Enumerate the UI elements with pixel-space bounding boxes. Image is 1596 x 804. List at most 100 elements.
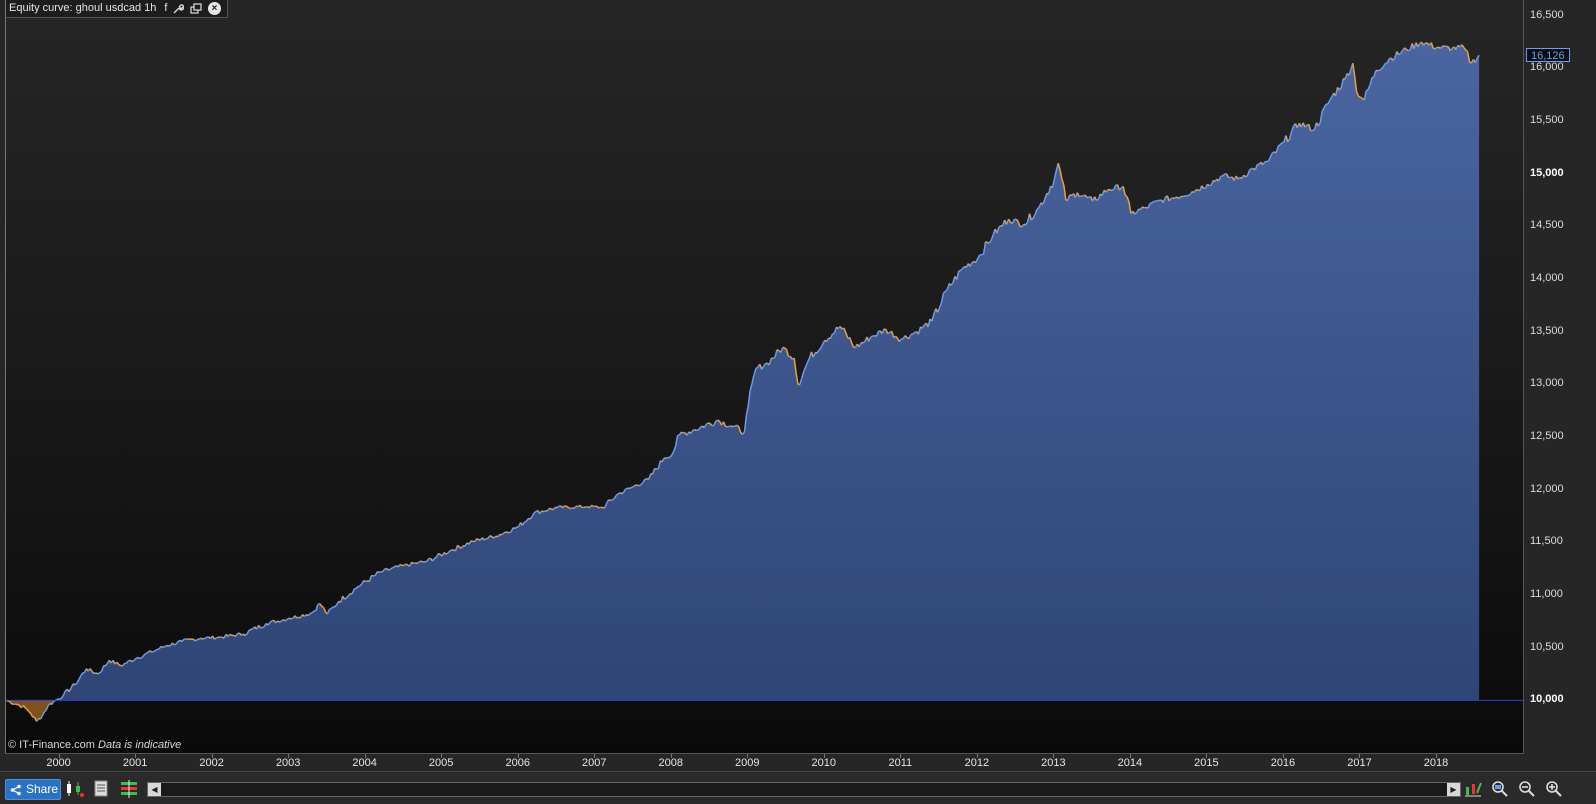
equity-line-segment bbox=[839, 326, 843, 330]
auto-scale-icon[interactable] bbox=[1463, 779, 1483, 799]
equity-line-segment bbox=[397, 563, 401, 568]
equity-line-segment bbox=[1151, 200, 1155, 204]
equity-line-segment bbox=[1061, 179, 1065, 186]
restore-window-icon[interactable] bbox=[189, 2, 203, 16]
scroll-left-arrow-icon[interactable]: ◀ bbox=[148, 783, 161, 796]
equity-line-segment bbox=[1097, 193, 1102, 200]
equity-line-segment bbox=[24, 707, 28, 710]
time-axis[interactable]: 2000 2001 2002 2003 2004 2005 2006 2007 2008 2009… bbox=[5, 753, 1524, 771]
equity-line-segment bbox=[818, 347, 822, 351]
zoom-in-icon[interactable] bbox=[1544, 779, 1564, 799]
equity-line-segment bbox=[1317, 122, 1321, 127]
equity-line-segment bbox=[1272, 151, 1275, 154]
equity-line-segment bbox=[367, 580, 370, 583]
equity-line-segment bbox=[1188, 193, 1191, 197]
equity-line-segment bbox=[629, 486, 632, 489]
equity-chart bbox=[6, 41, 1525, 722]
equity-line-segment bbox=[1147, 203, 1151, 209]
time-scrollbar[interactable]: ◀ ▶ bbox=[147, 782, 1461, 797]
scroll-right-arrow-icon[interactable]: ▶ bbox=[1447, 783, 1460, 796]
x-tick-label: 2018 bbox=[1423, 757, 1449, 769]
equity-line-segment bbox=[631, 485, 634, 489]
equity-line-segment bbox=[164, 644, 168, 648]
equity-line-segment bbox=[1124, 194, 1128, 198]
equity-line-segment bbox=[32, 716, 35, 719]
y-tick-label: 14,500 bbox=[1530, 219, 1564, 232]
chart-pane[interactable]: Equity curve: ghoul usdcad 1h f × © IT-F… bbox=[5, 0, 1525, 753]
equity-line-segment bbox=[650, 472, 653, 476]
equity-line-segment bbox=[143, 652, 147, 656]
equity-line-segment bbox=[1285, 135, 1289, 143]
equity-line-segment bbox=[1122, 186, 1126, 196]
equity-line-segment bbox=[648, 473, 652, 480]
equity-line-segment bbox=[531, 512, 535, 518]
equity-line-segment bbox=[772, 356, 776, 360]
disclaimer-text: Data is indicative bbox=[98, 739, 182, 751]
equity-line-segment bbox=[737, 426, 742, 433]
equity-line-segment bbox=[438, 552, 441, 556]
equity-line-segment bbox=[539, 510, 543, 515]
equity-line-segment bbox=[568, 506, 571, 510]
x-tick-mark bbox=[1206, 754, 1208, 758]
y-tick-label: 12,500 bbox=[1530, 430, 1564, 443]
price-axis[interactable]: 10,000 10,500 11,000 11,500 12,000 12,500 13,0… bbox=[1524, 0, 1596, 753]
x-tick-label: 2001 bbox=[122, 757, 148, 769]
equity-line-segment bbox=[1358, 95, 1361, 98]
equity-line-segment bbox=[961, 266, 966, 270]
equity-line-segment bbox=[257, 624, 261, 629]
x-tick-mark bbox=[441, 754, 443, 758]
equity-line-segment bbox=[832, 332, 835, 335]
y-tick-label: 15,500 bbox=[1530, 114, 1564, 127]
y-tick-label: 16,500 bbox=[1530, 8, 1564, 21]
equity-line-segment bbox=[835, 326, 839, 330]
equity-line-segment bbox=[125, 660, 130, 664]
equity-line-segment bbox=[267, 621, 271, 626]
equity-line-segment bbox=[122, 662, 126, 667]
equity-line-segment bbox=[585, 505, 588, 509]
equity-line-segment bbox=[1096, 198, 1099, 202]
y-tick-label: 15,000 bbox=[1530, 166, 1564, 179]
equity-line-segment bbox=[1059, 169, 1063, 180]
equity-line-segment bbox=[435, 553, 440, 558]
share-button[interactable]: Share bbox=[5, 779, 61, 800]
equity-line-segment bbox=[1222, 173, 1226, 177]
equity-line-segment bbox=[552, 506, 556, 511]
equity-line-segment bbox=[1399, 50, 1404, 54]
indicators-icon[interactable] bbox=[119, 779, 139, 799]
zoom-area-icon[interactable] bbox=[1490, 779, 1510, 799]
properties-icon[interactable] bbox=[92, 779, 112, 799]
equity-line-segment bbox=[487, 535, 491, 539]
equity-line-segment bbox=[1461, 44, 1465, 48]
equity-line-segment bbox=[22, 705, 26, 709]
equity-line-segment bbox=[137, 656, 141, 660]
equity-line-segment bbox=[806, 357, 811, 363]
equity-line-segment bbox=[912, 331, 916, 335]
equity-line-segment bbox=[573, 505, 577, 509]
equity-line-segment bbox=[665, 456, 669, 459]
drawdown-area bbox=[6, 700, 1480, 722]
candlestick-style-icon[interactable] bbox=[64, 779, 84, 799]
close-icon[interactable]: × bbox=[207, 2, 221, 16]
equity-line-segment bbox=[363, 579, 367, 583]
equity-line-segment bbox=[998, 225, 1002, 228]
wrench-icon[interactable] bbox=[171, 2, 185, 16]
equity-line-segment bbox=[311, 610, 315, 614]
zoom-out-icon[interactable] bbox=[1517, 779, 1537, 799]
equity-line-segment bbox=[288, 617, 292, 620]
equity-line-segment bbox=[1206, 183, 1210, 187]
x-tick-label: 2010 bbox=[811, 757, 837, 769]
x-tick-label: 2003 bbox=[275, 757, 301, 769]
equity-line-segment bbox=[1287, 138, 1291, 143]
equity-line-segment bbox=[474, 538, 478, 543]
equity-line-segment bbox=[753, 368, 757, 376]
equity-line-segment bbox=[1262, 161, 1266, 166]
equity-line-segment bbox=[715, 419, 719, 422]
equity-line-segment bbox=[200, 637, 204, 640]
equity-line-segment bbox=[392, 566, 395, 569]
equity-line-segment bbox=[1312, 128, 1315, 132]
equity-line-segment bbox=[625, 487, 629, 490]
equity-line-segment bbox=[1382, 63, 1386, 68]
equity-line-segment bbox=[996, 226, 1000, 234]
equity-line-segment bbox=[238, 632, 242, 636]
